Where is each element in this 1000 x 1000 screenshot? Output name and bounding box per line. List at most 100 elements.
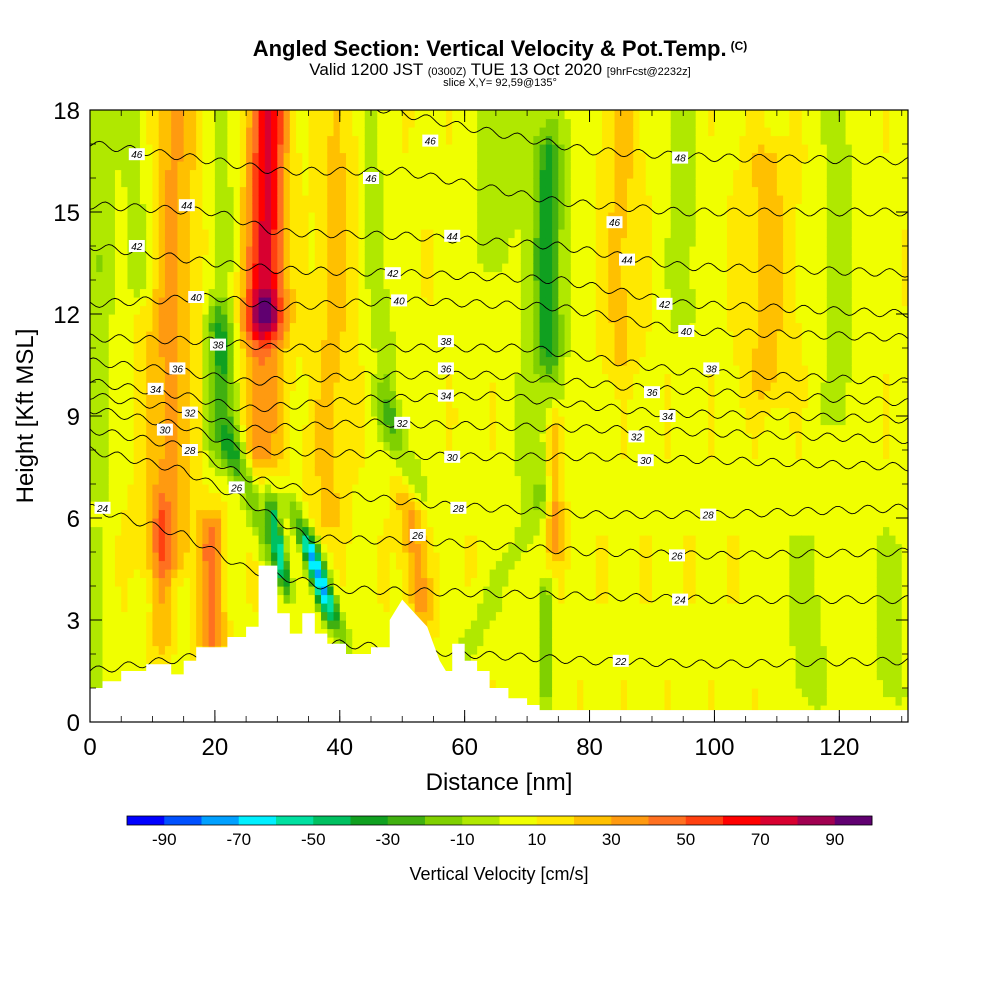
velocity-cell	[321, 110, 328, 120]
velocity-cell	[383, 501, 391, 511]
velocity-cell	[121, 195, 129, 205]
velocity-cell	[414, 135, 422, 145]
velocity-cell	[439, 186, 447, 196]
velocity-cell	[395, 314, 403, 324]
velocity-cell	[427, 475, 435, 485]
velocity-cell	[470, 280, 478, 290]
velocity-cell	[96, 288, 104, 298]
velocity-cell	[470, 135, 478, 145]
velocity-cell	[327, 186, 335, 196]
velocity-cell	[389, 220, 397, 230]
velocity-cell	[221, 620, 228, 630]
velocity-cell	[252, 407, 260, 417]
velocity-cell	[470, 246, 478, 256]
velocity-cell	[96, 280, 104, 290]
velocity-cell	[383, 135, 391, 145]
velocity-cell	[389, 526, 397, 536]
velocity-cell	[502, 586, 509, 596]
velocity-cell	[333, 212, 341, 222]
velocity-cell	[177, 331, 185, 341]
velocity-cell	[502, 237, 509, 247]
velocity-cell	[171, 543, 179, 553]
velocity-cell	[445, 246, 453, 256]
velocity-cell	[333, 178, 341, 188]
velocity-cell	[514, 450, 522, 460]
velocity-cell	[158, 246, 166, 256]
velocity-cell	[470, 543, 478, 553]
velocity-cell	[346, 254, 353, 264]
velocity-cell	[227, 390, 235, 400]
velocity-cell	[458, 458, 466, 468]
velocity-cell	[502, 509, 509, 519]
velocity-cell	[146, 203, 154, 213]
velocity-cell	[302, 212, 310, 222]
velocity-cell	[177, 220, 185, 230]
velocity-cell	[427, 424, 435, 434]
velocity-cell	[321, 594, 328, 604]
velocity-cell	[90, 322, 97, 332]
velocity-cell	[208, 212, 216, 222]
velocity-cell	[502, 433, 509, 443]
velocity-cell	[183, 339, 191, 349]
velocity-cell	[458, 212, 466, 222]
velocity-cell	[414, 577, 422, 587]
velocity-cell	[433, 552, 441, 562]
velocity-cell	[333, 560, 341, 570]
velocity-cell	[108, 628, 116, 638]
velocity-cell	[514, 509, 522, 519]
velocity-cell	[395, 178, 403, 188]
velocity-cell	[189, 518, 197, 528]
velocity-cell	[321, 135, 328, 145]
velocity-cell	[164, 169, 172, 179]
velocity-cell	[483, 212, 491, 222]
velocity-cell	[458, 339, 466, 349]
velocity-cell	[227, 441, 235, 451]
velocity-cell	[464, 144, 472, 154]
velocity-cell	[171, 237, 179, 247]
velocity-cell	[420, 543, 428, 553]
velocity-cell	[352, 237, 360, 247]
velocity-cell	[264, 263, 272, 273]
velocity-cell	[302, 331, 310, 341]
velocity-cell	[283, 526, 291, 536]
velocity-cell	[470, 254, 478, 264]
velocity-cell	[246, 467, 253, 477]
velocity-cell	[233, 603, 241, 613]
velocity-cell	[358, 586, 366, 596]
velocity-cell	[202, 169, 210, 179]
velocity-cell	[333, 552, 341, 562]
velocity-cell	[164, 237, 172, 247]
velocity-cell	[327, 586, 335, 596]
velocity-cell	[514, 594, 522, 604]
velocity-cell	[439, 195, 447, 205]
velocity-cell	[470, 348, 478, 358]
velocity-cell	[202, 195, 210, 205]
velocity-cell	[439, 424, 447, 434]
velocity-cell	[296, 526, 303, 536]
velocity-cell	[277, 339, 285, 349]
velocity-cell	[470, 535, 478, 545]
velocity-cell	[164, 620, 172, 630]
velocity-cell	[133, 135, 141, 145]
velocity-cell	[483, 152, 491, 162]
velocity-cell	[339, 509, 347, 519]
velocity-cell	[358, 475, 366, 485]
velocity-cell	[227, 407, 235, 417]
velocity-cell	[452, 569, 460, 579]
velocity-cell	[346, 356, 353, 366]
velocity-cell	[121, 127, 129, 137]
velocity-cell	[233, 118, 241, 128]
velocity-cell	[214, 586, 222, 596]
velocity-cell	[239, 569, 247, 579]
velocity-cell	[96, 254, 104, 264]
velocity-cell	[339, 543, 347, 553]
velocity-cell	[339, 433, 347, 443]
velocity-cell	[158, 348, 166, 358]
velocity-cell	[321, 178, 328, 188]
velocity-cell	[158, 603, 166, 613]
velocity-cell	[502, 645, 509, 655]
velocity-cell	[314, 484, 322, 494]
velocity-cell	[96, 229, 104, 239]
velocity-cell	[339, 365, 347, 375]
velocity-cell	[152, 552, 160, 562]
